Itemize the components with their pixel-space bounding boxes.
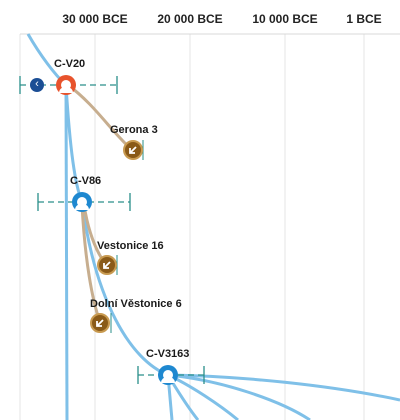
- sample-node-vestonice16[interactable]: [97, 255, 117, 275]
- person-icon: [75, 197, 89, 210]
- sample-node-dolni6[interactable]: [90, 313, 110, 333]
- person-icon: [161, 370, 175, 383]
- person-icon: [59, 80, 73, 93]
- arrow-down-left-icon: [96, 319, 104, 327]
- branch-cv20-trunk: [64, 84, 69, 420]
- timeline-tick-label: 30 000 BCE: [62, 12, 128, 26]
- arrow-down-left-icon: [103, 261, 111, 269]
- sample-node-gerona3[interactable]: [123, 140, 143, 160]
- sample-label-vestonice16: Vestonice 16: [97, 240, 164, 252]
- sample-label-dolni6: Dolní Věstonice 6: [90, 298, 182, 310]
- node-label-cv3163: C-V3163: [146, 348, 190, 360]
- age-range-cv20: [19, 76, 118, 94]
- timeline-tick-label: 10 000 BCE: [252, 12, 318, 26]
- sample-label-gerona3: Gerona 3: [110, 124, 158, 136]
- timeline-tick-label: 1 BCE: [346, 12, 382, 26]
- chevron-left-icon[interactable]: ‹: [30, 78, 44, 92]
- branch-cv86-to-cv3163: [80, 201, 169, 377]
- branch-cv3163-d: [167, 373, 400, 402]
- branch-cv3163-c: [167, 373, 311, 420]
- timeline-tick-label: 20 000 BCE: [157, 12, 223, 26]
- haplogroup-node-cv3163[interactable]: [158, 365, 178, 385]
- haplogroup-node-cv86[interactable]: [72, 192, 92, 212]
- haplogroup-node-cv20[interactable]: [56, 75, 76, 95]
- node-label-cv86: C-V86: [70, 175, 102, 187]
- branch-to-gerona3: [67, 83, 134, 152]
- node-label-cv20: C-V20: [54, 58, 86, 70]
- arrow-down-left-icon: [129, 146, 137, 154]
